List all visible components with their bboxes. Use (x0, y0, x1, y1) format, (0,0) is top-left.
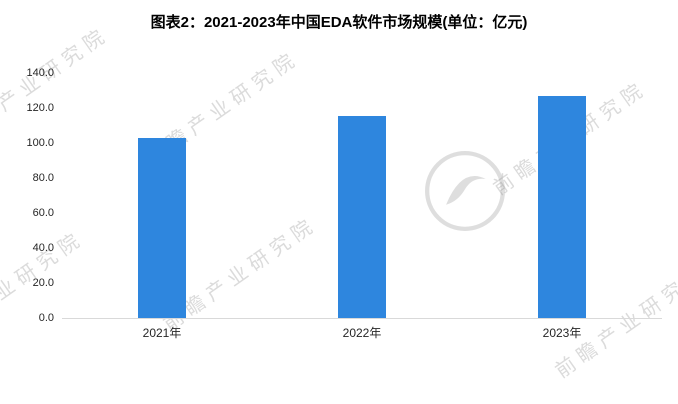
y-axis-tick-label: 100.0 (26, 137, 54, 149)
bar (538, 95, 586, 318)
bar (138, 137, 186, 318)
bar-slot (262, 73, 462, 318)
chart-title: 图表2：2021-2023年中国EDA软件市场规模(单位：亿元) (150, 14, 528, 31)
x-axis-label: 2021年 (142, 326, 182, 340)
y-axis-tick-label: 60.0 (32, 207, 54, 219)
bar-slot (62, 73, 262, 318)
y-axis-tick-label: 0.0 (38, 312, 54, 324)
bar (338, 115, 386, 318)
x-axis-label: 2023年 (542, 326, 582, 340)
y-axis-tick-label: 140.0 (26, 67, 54, 79)
y-axis: 0.0 20.0 40.0 60.0 80.0 100.0 120.0 140.0 (0, 67, 54, 324)
y-axis-tick-label: 20.0 (32, 277, 54, 289)
y-axis-tick-label: 40.0 (32, 242, 54, 254)
x-axis: 2021年 2022年 2023年 (62, 324, 662, 341)
bar-slot (462, 73, 662, 318)
x-axis-label: 2022年 (342, 326, 382, 340)
y-axis-tick-label: 80.0 (32, 172, 54, 184)
y-axis-tick-label: 120.0 (26, 102, 54, 114)
plot-area (62, 73, 662, 319)
